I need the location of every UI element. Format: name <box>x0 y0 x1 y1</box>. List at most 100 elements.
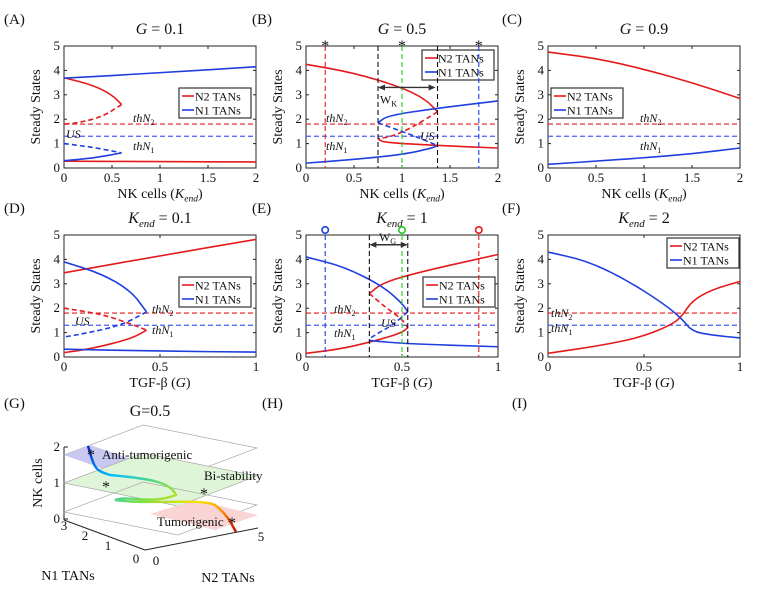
text-span: K <box>416 187 427 202</box>
x-tick-label: 0 <box>303 170 310 185</box>
label-thn1: thN1 <box>640 139 661 155</box>
text-span: G <box>418 376 428 391</box>
series-line-2 <box>377 138 499 149</box>
text-span: NK cells ( <box>601 187 659 202</box>
label-thn1: thN1 <box>152 323 173 339</box>
marker-circle-1 <box>397 226 406 235</box>
marker-star-0: * <box>321 38 329 55</box>
label-thn2: thN2 <box>133 111 154 127</box>
text-span: 0.1 <box>164 21 184 38</box>
panel-title: Kend = 1 <box>375 210 427 230</box>
y-tick-label: 4 <box>54 62 61 77</box>
legend-label-n2: N2 TANs <box>195 90 241 104</box>
x-axis-label: NK cells (Kend) <box>601 187 687 205</box>
text-span: thN <box>640 111 658 125</box>
y-tick-label: 2 <box>296 111 303 126</box>
marker-star-2: * <box>475 38 483 55</box>
y-tick-label: 2 <box>296 300 303 315</box>
y-tick-label: 5 <box>296 38 303 53</box>
series-line-3 <box>63 261 148 313</box>
marker-circle-2 <box>474 226 483 235</box>
panel-letter-e: (E) <box>252 201 271 217</box>
y-tick-label: 1 <box>296 325 303 340</box>
series-line-2 <box>305 327 409 355</box>
wk-arrowhead-left <box>378 84 385 91</box>
y-tick-label: 1 <box>105 538 112 553</box>
x-axis-label: TGF-β (G) <box>129 376 191 391</box>
text-span: NK cells ( <box>117 187 175 202</box>
text-span: end <box>668 195 682 205</box>
series-line-0 <box>63 76 123 106</box>
x-tick-label: 2 <box>253 170 260 185</box>
y-axis-label: Steady States <box>271 258 286 333</box>
trajectory-marker-1: * <box>102 479 110 496</box>
x-tick-label: 0.5 <box>152 359 168 374</box>
label-us: US <box>75 314 90 328</box>
x-tick-label: 5 <box>258 529 265 544</box>
panel-title: G=0.5 <box>130 403 171 420</box>
marker-star-1: * <box>398 38 406 55</box>
label-thn1: thN1 <box>334 326 355 342</box>
legend-box <box>666 237 740 269</box>
x-tick-label: 0 <box>303 359 310 374</box>
text-span: 2 <box>568 313 572 322</box>
text-span: thN <box>334 326 352 340</box>
text-span: NK cells ( <box>359 187 417 202</box>
x-tick-label: 0 <box>153 553 160 568</box>
x-tick-label: 1 <box>253 359 260 374</box>
series-line-1 <box>377 111 438 140</box>
x-tick-label: 0.5 <box>104 170 120 185</box>
panel-letter-b: (B) <box>252 12 272 28</box>
series-line-3 <box>305 256 409 313</box>
text-span: thN <box>334 302 352 316</box>
label-thn2: thN2 <box>152 302 173 318</box>
y-axis-label: Steady States <box>271 69 286 144</box>
x-tick-label: 1 <box>737 359 744 374</box>
panel-letter-f: (F) <box>502 201 520 217</box>
y-tick-label: 3 <box>296 87 303 102</box>
marker-circle-0 <box>321 226 330 235</box>
label-us: US <box>381 316 396 330</box>
text-span: G <box>390 237 396 246</box>
text-span: 2 <box>657 118 661 127</box>
wg-arrowhead-right <box>400 241 408 248</box>
z-tick-label: 1 <box>54 475 61 490</box>
y-tick-label: 1 <box>54 325 61 340</box>
text-span: = <box>631 21 648 38</box>
text-span: thN <box>326 111 344 125</box>
label-thn2: thN2 <box>334 302 355 318</box>
y-tick-label: 1 <box>538 136 545 151</box>
x-axis-label: N2 TANs <box>201 571 254 586</box>
text-span: G <box>176 376 186 391</box>
text-span: 1 <box>169 330 173 339</box>
y-tick-label: 0 <box>54 349 61 364</box>
panel-letter-c: (C) <box>502 12 522 28</box>
y-tick-label: 2 <box>538 111 545 126</box>
y-tick-label: 0 <box>296 349 303 364</box>
text-span: 0.9 <box>648 21 668 38</box>
text-span: 1 <box>568 328 572 337</box>
series-line-2 <box>63 329 147 354</box>
series-line-1 <box>547 147 741 166</box>
legend-label-n2: N2 TANs <box>195 279 241 293</box>
text-span: 2 <box>150 118 154 127</box>
legend-label-n1: N1 TANs <box>439 293 485 307</box>
wg-arrowhead-left <box>369 241 377 248</box>
label-thn1: thN1 <box>133 139 154 155</box>
text-span: K <box>375 210 388 227</box>
text-span: K <box>617 210 630 227</box>
text-span: 2 <box>343 118 347 127</box>
y-tick-label: 1 <box>54 136 61 151</box>
z-axis-label: NK cells <box>31 458 46 507</box>
trajectory-path <box>86 445 238 533</box>
